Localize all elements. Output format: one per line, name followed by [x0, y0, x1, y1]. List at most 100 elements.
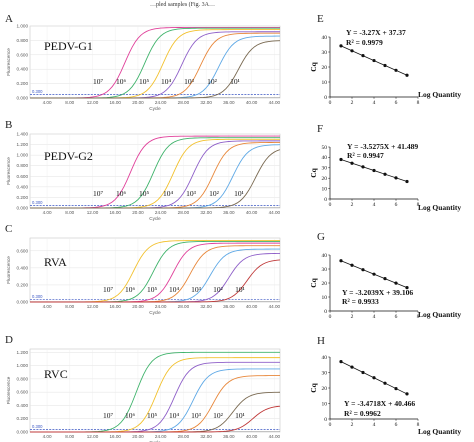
- amp-b-x-tick: 28.00: [178, 210, 190, 215]
- amp-b-y-tick: 0.200: [17, 195, 29, 200]
- amp-a-y-axis-label: Fluorescence: [6, 48, 11, 76]
- reg-e-x-tick: 4: [373, 100, 376, 106]
- reg-f-panel-letter: F: [317, 123, 323, 135]
- amp-c-threshold-label: 0.300: [32, 294, 43, 299]
- amp-b-plot-area: [29, 133, 281, 209]
- reg-h-y-tick: 20: [322, 386, 328, 392]
- amp-c-dilution-label: 10³: [191, 285, 202, 294]
- reg-f-y-tick: 50: [322, 145, 328, 151]
- amp-b-x-tick: 12.00: [87, 210, 99, 215]
- reg-e-y-tick: 40: [322, 35, 328, 41]
- amp-a-target-label: PEDV-G1: [44, 39, 93, 53]
- reg-h-r-squared: R² = 0.9962: [344, 409, 381, 418]
- amp-b-x-tick: 4.00: [43, 210, 52, 215]
- reg-h-y-tick: 30: [322, 370, 328, 376]
- amp-c-x-tick: 8.00: [65, 304, 74, 309]
- amp-a-dilution-label: 10⁴: [161, 77, 172, 86]
- amp-c-x-tick: 24.00: [155, 304, 167, 309]
- amp-b-dilution-label: 10³: [186, 189, 197, 198]
- amp-d-x-axis-label: Cycle: [149, 440, 161, 442]
- reg-h-data-point: [361, 370, 365, 375]
- reg-g-data-point: [361, 268, 365, 272]
- amp-a-x-tick: 16.00: [109, 100, 121, 105]
- amp-a-dilution-label: 10⁶: [116, 77, 127, 86]
- reg-f-y-tick: 10: [322, 186, 328, 192]
- reg-f-equation: Y = -3.5275X + 41.489: [347, 142, 418, 151]
- amp-b-dilution-label: 10⁵: [139, 189, 150, 198]
- reg-g-y-tick: 0: [324, 309, 327, 315]
- amp-c-x-tick: 12.00: [87, 304, 99, 309]
- amp-a-y-tick: 0.000: [17, 96, 29, 101]
- amp-b-x-tick: 36.00: [223, 210, 235, 215]
- reg-e-y-tick: 0: [324, 95, 327, 101]
- reg-g-data-point: [339, 259, 343, 263]
- amp-a-threshold-label: 0.300: [32, 89, 43, 94]
- reg-e-data-point: [350, 49, 354, 53]
- amp-d-y-tick: 0.600: [17, 390, 29, 395]
- amp-a-dilution-label: 10⁵: [139, 77, 150, 86]
- amp-b-x-tick: 20.00: [132, 210, 144, 215]
- reg-h-x-tick: 6: [395, 422, 398, 428]
- reg-e-data-point: [372, 58, 376, 63]
- amp-a-dilution-label: 10¹: [230, 77, 240, 86]
- amp-c-x-tick: 4.00: [43, 304, 52, 309]
- reg-f-x-tick: 8: [417, 202, 420, 208]
- amp-d-y-tick: 0.800: [17, 376, 29, 381]
- amp-b-x-tick: 32.00: [200, 210, 212, 215]
- top-text: …pled samples (Fig. 3A…: [150, 1, 215, 8]
- amp-c-dilution-label: 10⁶: [125, 285, 136, 294]
- amp-c-x-tick: 44.00: [269, 304, 281, 309]
- reg-h-data-point: [383, 381, 387, 385]
- amp-b-x-axis-label: Cycle: [149, 216, 161, 221]
- reg-f-x-tick: 4: [373, 202, 376, 208]
- amp-a-y-tick: 0.200: [17, 81, 29, 86]
- reg-h-x-axis-label: Log Quantity: [418, 427, 461, 436]
- reg-g-y-tick: 10: [322, 295, 328, 301]
- amp-c-x-tick: 28.00: [178, 304, 190, 309]
- reg-e-x-tick: 0: [329, 100, 332, 106]
- reg-e-data-point: [361, 54, 365, 58]
- reg-g-y-tick: 30: [322, 267, 328, 273]
- amp-a-y-tick: 0.400: [17, 67, 29, 72]
- amp-b-dilution-label: 10²: [209, 189, 220, 198]
- amp-b-y-axis-label: Fluorescence: [6, 157, 11, 185]
- reg-g-data-point: [372, 272, 376, 276]
- reg-g-y-tick: 20: [322, 281, 328, 287]
- amp-d-x-tick: 36.00: [223, 434, 235, 439]
- amp-d-dilution-label: 10¹: [235, 411, 245, 420]
- reg-f-data-point: [383, 172, 387, 176]
- amp-d-y-tick: 0.000: [17, 430, 29, 435]
- amp-d-plot-area: [29, 348, 281, 433]
- panels-layer: A 0.000 0.200 0.400 0.600 0.800 1.000 4.00 8.00 1…: [5, 13, 461, 442]
- amp-a-panel-letter: A: [5, 13, 13, 25]
- reg-f-x-tick: 0: [329, 202, 332, 208]
- amp-b-dilution-label: 10⁴: [163, 189, 174, 198]
- amp-b-y-tick: 1.200: [17, 142, 29, 147]
- reg-h-data-point: [350, 365, 354, 369]
- reg-f-y-axis-label: Cq: [309, 167, 318, 177]
- amp-c-x-axis-label: Cycle: [149, 310, 161, 315]
- amp-d-x-tick: 40.00: [246, 434, 258, 439]
- amp-a-x-tick: 4.00: [43, 100, 52, 105]
- amp-c-x-tick: 36.00: [223, 304, 235, 309]
- amp-a-x-tick: 36.00: [223, 100, 235, 105]
- amp-b-target-label: PEDV-G2: [44, 149, 93, 163]
- reg-g-y-axis-label: Cq: [309, 277, 318, 287]
- reg-g-x-tick: 8: [417, 314, 420, 320]
- amp-d-x-tick: 12.00: [87, 434, 99, 439]
- reg-f-r-squared: R² = 0.9947: [347, 151, 384, 160]
- amp-a-plot-area: [29, 25, 281, 99]
- reg-h-equation: Y = -3.4718X + 40.466: [344, 399, 415, 408]
- amp-d-x-tick: 44.00: [269, 434, 281, 439]
- amp-a-dilution-label: 10⁷: [93, 77, 104, 86]
- reg-h-x-tick: 0: [329, 422, 332, 428]
- amp-b-x-tick: 24.00: [155, 210, 167, 215]
- reg-e-y-tick: 10: [322, 80, 328, 86]
- amp-c-curve: [30, 259, 281, 303]
- reg-e-x-axis-label: Log Quantity: [418, 90, 461, 99]
- amp-d-panel-letter: D: [5, 334, 13, 346]
- amp-d-threshold-label: 0.300: [32, 424, 43, 429]
- amp-c-dilution-label: 10²: [213, 285, 224, 294]
- reg-f-x-axis-label: Log Quantity: [418, 203, 461, 212]
- amp-c-target-label: RVA: [44, 255, 67, 269]
